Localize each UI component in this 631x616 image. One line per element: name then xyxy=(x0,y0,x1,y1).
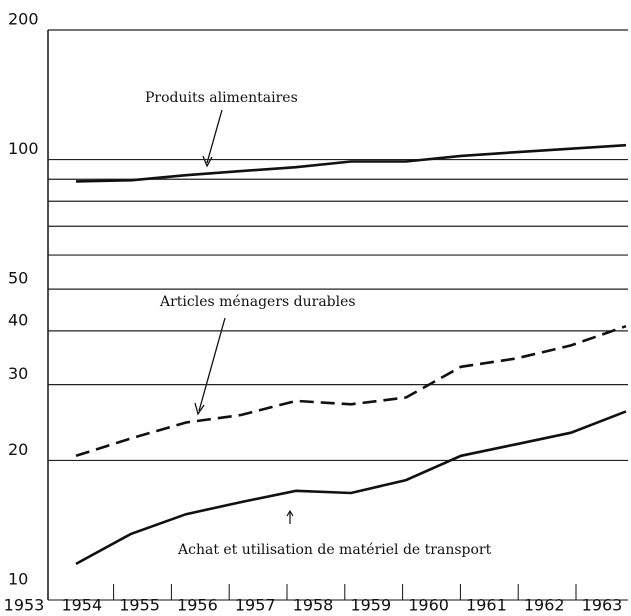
x-tick-label: 1960 xyxy=(408,596,449,615)
x-tick-label: 1955 xyxy=(119,596,160,615)
y-tick-label: 10 xyxy=(8,570,28,589)
x-tick-label: 1953 xyxy=(4,596,45,615)
y-tick-label: 30 xyxy=(8,364,28,383)
x-tick-label: 1962 xyxy=(524,596,565,615)
x-tick-label: 1954 xyxy=(61,596,102,615)
x-tick-label: 1959 xyxy=(350,596,391,615)
y-tick-label: 20 xyxy=(8,440,28,459)
arrow xyxy=(198,317,226,412)
y-tick-label: 50 xyxy=(8,269,28,288)
x-tick-label: 1963 xyxy=(582,596,623,615)
annotation: Produits alimentaires xyxy=(145,90,298,106)
series-line xyxy=(75,410,627,566)
annotation: Achat et utilisation de matériel de tran… xyxy=(177,542,492,558)
y-tick-label: 200 xyxy=(8,10,39,29)
series-line xyxy=(75,143,627,183)
annotation: Articles ménagers durables xyxy=(159,294,356,310)
y-tick-label: 100 xyxy=(8,139,39,158)
series-line xyxy=(75,324,627,458)
x-tick-label: 1956 xyxy=(177,596,218,615)
x-tick-label: 1961 xyxy=(466,596,507,615)
arrow xyxy=(206,109,223,164)
y-tick-label: 40 xyxy=(8,310,28,329)
x-tick-label: 1958 xyxy=(293,596,334,615)
arrow-head xyxy=(286,509,294,517)
x-tick-label: 1957 xyxy=(235,596,276,615)
arrow-head xyxy=(194,402,205,416)
